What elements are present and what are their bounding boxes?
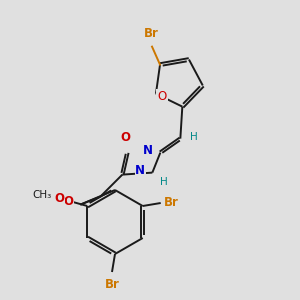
Text: H: H [190,132,198,142]
Text: Br: Br [144,27,158,40]
Text: O: O [157,90,167,103]
Text: Br: Br [164,196,178,209]
Text: N: N [135,164,145,177]
Text: O: O [63,195,73,208]
Text: Br: Br [105,278,119,291]
Text: H: H [160,177,168,187]
Text: CH₃: CH₃ [32,190,51,200]
Text: O: O [54,191,64,205]
Text: O: O [120,130,130,144]
Text: N: N [143,144,153,157]
